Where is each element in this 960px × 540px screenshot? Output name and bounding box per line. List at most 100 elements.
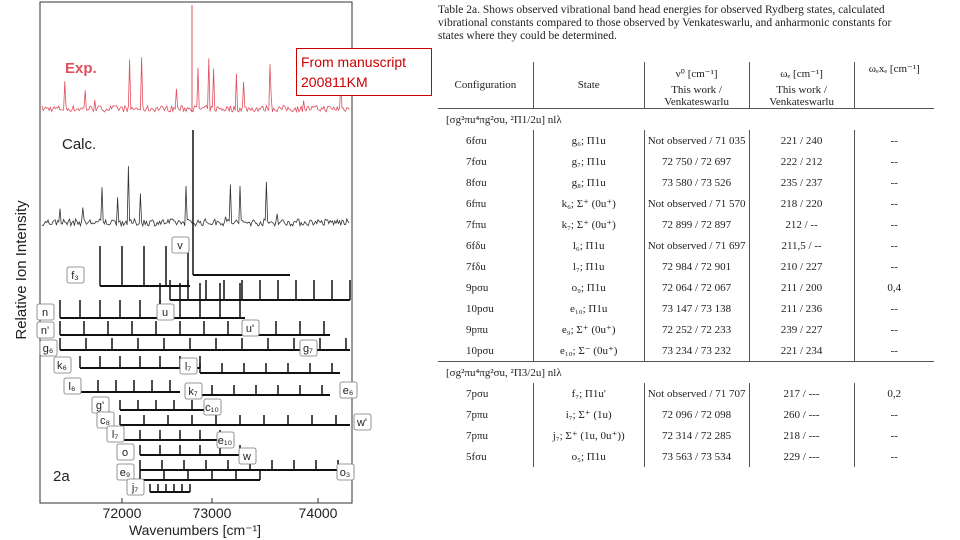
table-cell: i₇; Σ⁺ (1u) [532,404,645,425]
table-cell: -- [853,214,934,235]
progression-label: k₇ [188,386,198,398]
table-cell: 0,4 [853,277,934,298]
table-head: Configuration State ν⁰ [cm⁻¹] ωₑ [cm⁻¹] … [438,62,934,109]
table-cell: 9pσu [466,281,489,294]
table-cell: 73 563 / 73 534 [643,446,750,467]
progression-label: l₇ [185,361,191,373]
table-cell: 7fσu [466,155,487,168]
table-cell: 72 252 / 72 233 [643,319,750,340]
table-row: 6fσu g₆; Π1u Not observed / 71 035 221 / 24… [438,130,934,151]
progression-label: c₈ [100,415,110,427]
label-box [116,463,135,481]
table-cell: 73 580 / 73 526 [643,172,750,193]
progression-label: o₃ [340,467,351,479]
label-box [106,425,125,443]
table-cell: Not observed / 71 570 [643,193,750,214]
label-box [96,411,115,429]
table-row: 5fσu o₅; Π1u 73 563 / 73 534 229 / --- -- [438,446,934,467]
header-cell: ωₑ [cm⁻¹] [748,62,855,84]
table-cell: -- [853,235,934,256]
header-cell: ωₑxₑ [cm⁻¹] [853,62,934,109]
progression-label: n [42,307,48,319]
manuscript-note: From manuscript 200811KM [296,48,432,96]
progression-label: n' [41,325,49,337]
table-cell: -- [853,319,934,340]
table-cell: 9pπu [466,323,489,336]
table-cell: 72 984 / 72 901 [643,256,750,277]
table-cell: 72 064 / 72 067 [643,277,750,298]
table-cell: f₇; Π1u' [532,383,645,404]
table-cell: 72 314 / 72 285 [643,425,750,446]
progression-label: j₇ [131,482,138,494]
progression-label: f₃ [71,270,79,282]
label-box [179,357,198,375]
label-box [126,478,145,496]
table-cell: 6fδu [466,239,486,252]
table-cell: 6fσu [466,134,487,147]
table-cell: 7fδu [466,260,486,273]
table-cell: 7pπu [466,408,489,421]
progression-label: g₇ [303,343,313,355]
progression-label: l₆ [69,381,76,393]
table-cell: 73 147 / 73 138 [643,298,750,319]
table-cell: -- [853,256,934,277]
table-cell: 212 / -- [748,214,855,235]
table-row: 10pσu e₁₀; Σ⁻ (0u⁺) 73 234 / 73 232 221 / 2… [438,340,934,362]
table-row: [σg²πu⁴πg²σu, ²Π3/2u] nlλ [438,361,934,383]
table-row: 7pπu j₇; Σ⁺ (1u, 0u⁺)) 72 314 / 72 285 218 … [438,425,934,446]
label-box [299,339,318,357]
table-cell: e₁₀; Π1u [532,298,645,319]
progression-label: g' [96,400,104,412]
label-box [171,236,190,254]
table-cell: 222 / 212 [748,151,855,172]
table-row: 10pσu e₁₀; Π1u 73 147 / 73 138 211 / 236 -- [438,298,934,319]
table-cell: 229 / --- [748,446,855,467]
section-cell: [σg²πu⁴πg²σu, ²Π1/2u] nlλ [438,108,934,130]
table-row: 7fδu l₇; Π1u 72 984 / 72 901 210 / 227 -- [438,256,934,277]
progression-label: w' [356,417,367,429]
table-cell: 8fσu [466,176,487,189]
progression-label: e₉ [120,467,130,479]
subheader-cell: This work / Venkateswarlu [748,84,855,109]
table-cell: -- [853,425,934,446]
label-box [156,303,175,321]
table-row: 8fσu g₈; Π1u 73 580 / 73 526 235 / 237 -- [438,172,934,193]
table-cell: l₇; Π1u [532,256,645,277]
table-cell: 221 / 234 [748,340,855,362]
table-row: 9pσu o₉; Π1u 72 064 / 72 067 211 / 200 0,4 [438,277,934,298]
table-cell: 218 / --- [748,425,855,446]
x-tick-label: 74000 [299,505,338,521]
table-cell: 5fσu [466,450,487,463]
table-cell: -- [853,193,934,214]
y-axis-label: Relative Ion Intensity [13,200,30,340]
table-cell: k₇; Σ⁺ (0u⁺) [532,214,645,235]
table-row: 6fδu l₆; Π1u Not observed / 71 697 211,5 / … [438,235,934,256]
table-cell: -- [853,446,934,467]
table-cell: Not observed / 71 697 [643,235,750,256]
table-cell: -- [853,404,934,425]
table-cell: 211 / 236 [748,298,855,319]
table-cell: 7pσu [466,387,489,400]
progression-label: e₁₀ [218,435,232,447]
progression-label: o [122,447,128,459]
table-row: 9pπu e₉; Σ⁺ (0u⁺) 72 252 / 72 233 239 / 227… [438,319,934,340]
table-cell: l₆; Π1u [532,235,645,256]
label-box [63,377,82,395]
progression-label: l₇ [112,429,118,441]
progression-label: v [177,240,183,252]
table-row: 7fσu g₇; Π1u 72 750 / 72 697 222 / 212 -- [438,151,934,172]
table-cell: -- [853,298,934,319]
label-box [36,303,55,321]
label-box [116,443,135,461]
progression-label: u' [246,323,254,335]
table-cell: 72 096 / 72 098 [643,404,750,425]
table-cell: 10pσu [466,344,494,357]
exp-spectrum [41,57,350,114]
table-row: [σg²πu⁴πg²σu, ²Π1/2u] nlλ [438,108,934,130]
table-cell: g₈; Π1u [532,172,645,193]
note-line: From manuscript [301,54,407,70]
x-tick-label: 73000 [193,505,232,521]
exp-label: Exp. [65,60,97,77]
table-cell: 72 750 / 72 697 [643,151,750,172]
